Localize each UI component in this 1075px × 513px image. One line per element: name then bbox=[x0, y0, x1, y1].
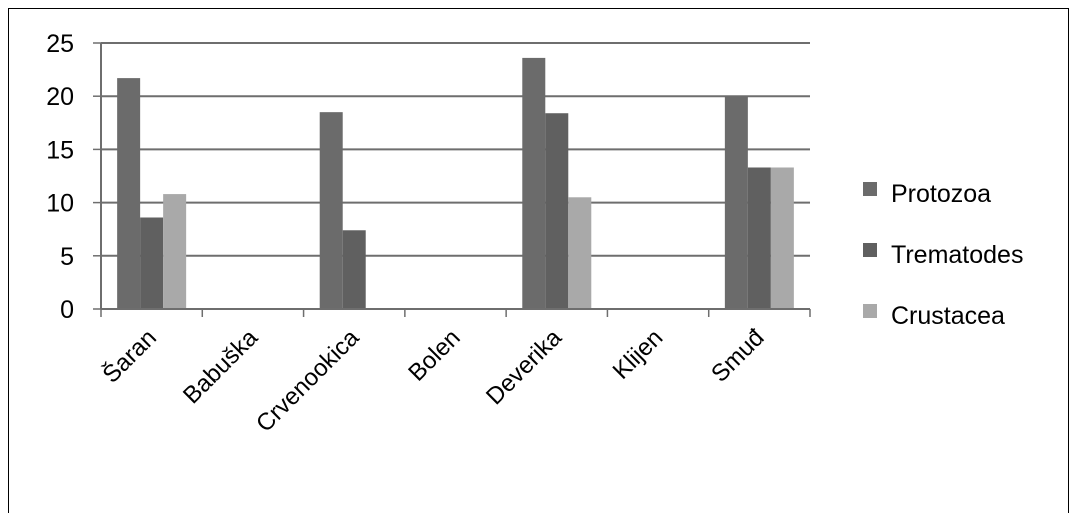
y-tick-labels: 0 5 10 15 20 25 bbox=[46, 30, 74, 324]
legend-label-crustacea: Crustacea bbox=[891, 302, 1005, 330]
bar-trematodes-2 bbox=[342, 230, 366, 309]
bar-crustacea-4 bbox=[568, 197, 592, 309]
bar-protozoa-0 bbox=[117, 78, 141, 309]
y-tick-label: 5 bbox=[60, 243, 74, 271]
x-tick-label: Deverika bbox=[481, 324, 568, 411]
bar-crustacea-0 bbox=[163, 194, 187, 309]
bar-protozoa-4 bbox=[522, 57, 546, 310]
x-tick-label: Bolen bbox=[403, 324, 466, 387]
legend-swatch-crustacea bbox=[863, 304, 877, 318]
bars bbox=[117, 57, 794, 310]
x-tick-label: Babuška bbox=[178, 324, 264, 410]
bar-protozoa-2 bbox=[319, 112, 343, 309]
y-tick-label: 0 bbox=[60, 296, 74, 324]
y-tick-label: 10 bbox=[46, 190, 74, 218]
legend-swatch-trematodes bbox=[863, 243, 877, 257]
y-tick-label: 20 bbox=[46, 83, 74, 111]
gridlines bbox=[101, 42, 810, 257]
bar-trematodes-0 bbox=[140, 217, 164, 309]
bar-crustacea-6 bbox=[770, 167, 794, 309]
legend-label-trematodes: Trematodes bbox=[891, 241, 1023, 269]
y-tick-label: 15 bbox=[46, 136, 74, 164]
bar-trematodes-4 bbox=[545, 113, 569, 309]
x-tick-label: Smuđ bbox=[706, 324, 770, 388]
x-tick-label: Crvenookica bbox=[251, 324, 365, 438]
axes bbox=[93, 42, 811, 317]
legend: Protozoa Trematodes Crustacea bbox=[863, 180, 1023, 330]
x-tick-label: Klijen bbox=[608, 324, 669, 385]
y-tick-label: 25 bbox=[46, 30, 74, 58]
x-tick-label: Šaran bbox=[97, 323, 162, 388]
bar-protozoa-6 bbox=[724, 96, 748, 309]
bar-trematodes-6 bbox=[747, 167, 771, 309]
legend-label-protozoa: Protozoa bbox=[891, 180, 991, 208]
legend-swatch-protozoa bbox=[863, 182, 877, 196]
